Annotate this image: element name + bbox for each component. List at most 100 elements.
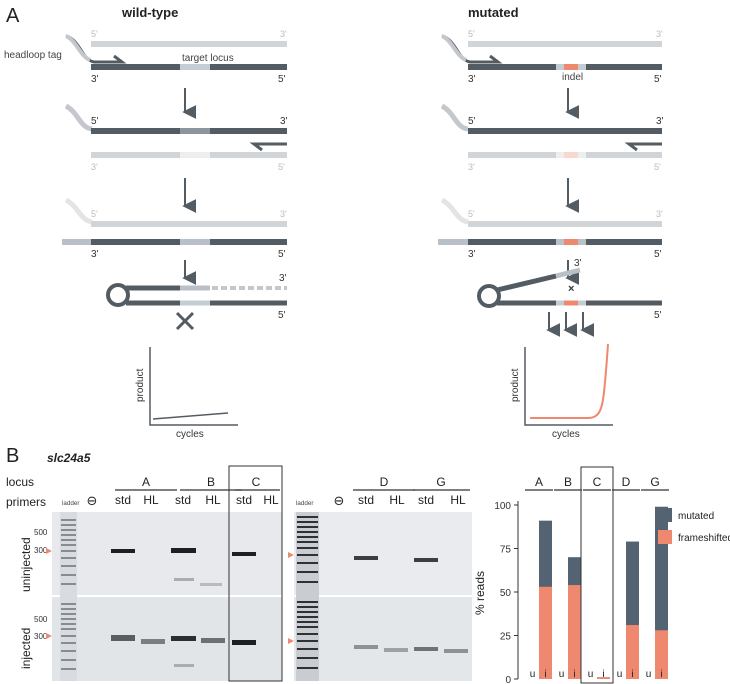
cross-icon: [175, 311, 195, 331]
primer-labels: ⊖ std HL std HL std HL ⊖ std HL std HL: [87, 493, 466, 508]
prime-label: 3': [91, 162, 98, 172]
y-axis-label: % reads: [473, 571, 487, 615]
prime-label: 3': [468, 74, 476, 85]
prime-label: 3': [280, 209, 287, 219]
wild-type-title: wild-type: [121, 5, 178, 20]
ladder-label: ladder: [62, 500, 80, 507]
band: [111, 635, 135, 641]
gel-bands: [354, 556, 468, 653]
row-label-locus: locus: [6, 475, 34, 489]
band: [171, 548, 196, 553]
prime-label: 5': [91, 116, 99, 127]
category-label: C: [593, 475, 602, 489]
ladder-bands: [297, 516, 318, 669]
band: [200, 583, 222, 586]
band: [384, 648, 408, 652]
prime-label: 5': [278, 249, 286, 260]
bp-500-label: 500: [34, 528, 48, 537]
prime-label: 3': [574, 258, 582, 269]
prime-label: 5': [468, 29, 475, 39]
subcategory-label: i: [544, 669, 546, 680]
primer-std: std: [175, 493, 191, 507]
legend-swatch-frameshifted: [658, 530, 672, 544]
y-tick-label: 25: [500, 632, 512, 643]
band: [232, 552, 256, 556]
primer-std: std: [418, 493, 434, 507]
subcategory-label: i: [573, 669, 575, 680]
target-locus-label: target locus: [182, 53, 234, 64]
subcategory-label: u: [559, 669, 565, 680]
primer-std: std: [115, 493, 131, 507]
y-tick-label: 75: [500, 545, 512, 556]
bp-300-label: 300: [34, 546, 48, 555]
indel-label: indel: [562, 72, 583, 83]
wt-step-1: headloop tag 5' 3' target locus 3' 5': [4, 29, 287, 85]
legend-label-frameshifted: frameshifted: [678, 533, 730, 544]
prime-label: 3': [280, 116, 288, 127]
prime-label: 5': [654, 249, 662, 260]
row-label-primers: primers: [6, 495, 46, 509]
graph-x-label: cycles: [552, 429, 580, 440]
prime-label: 5': [468, 209, 475, 219]
locus-c-highlight: [228, 465, 283, 682]
bp-500-label: 500: [34, 615, 48, 624]
gene-name: slc24a5: [47, 451, 91, 465]
legend-label-mutated: mutated: [678, 511, 714, 522]
primer-hl: HL: [389, 493, 405, 507]
locus-label: D: [380, 475, 389, 489]
marker-triangle: [288, 552, 294, 558]
band: [171, 636, 196, 641]
gel-left: [52, 512, 282, 681]
prime-label: 3': [91, 74, 99, 85]
subcategory-label: u: [646, 669, 652, 680]
prime-label: 3': [280, 29, 287, 39]
band: [232, 640, 256, 645]
prime-label: 5': [468, 116, 476, 127]
band: [354, 645, 378, 649]
mut-step-2: 5' 3' 3' 5': [440, 103, 664, 172]
prime-label: 5': [278, 162, 285, 172]
panel-b-letter: B: [6, 445, 19, 467]
bar-frameshifted: [655, 630, 668, 679]
band: [111, 549, 135, 553]
negative-control-symbol: ⊖: [87, 493, 98, 508]
wt-product-graph: product cycles: [135, 347, 238, 440]
band: [174, 664, 194, 667]
prime-label: 5': [654, 310, 662, 321]
subcategory-label: u: [617, 669, 623, 680]
primer-hl: HL: [143, 493, 159, 507]
bar-frameshifted: [597, 677, 610, 679]
highlight-box: [580, 466, 614, 684]
locus-label: G: [436, 475, 445, 489]
category-label: A: [535, 475, 543, 489]
prime-label: 3': [468, 162, 475, 172]
ladder-label: ladder: [296, 500, 314, 507]
primer-hl: HL: [450, 493, 466, 507]
primer-hl: HL: [205, 493, 221, 507]
y-tick-label: 0: [505, 675, 511, 684]
mismatch-mark: ×: [568, 283, 574, 295]
ladder-lane: [60, 512, 77, 681]
marker-triangle: [46, 633, 52, 639]
marker-triangle: [288, 638, 294, 644]
subcategory-label: u: [530, 669, 536, 680]
bar-frameshifted: [626, 625, 639, 679]
graph-y-label: product: [510, 368, 521, 402]
y-tick-label: 50: [500, 588, 512, 599]
band: [174, 578, 194, 581]
wt-step-3: 5' 3' 3' 5': [62, 197, 287, 260]
prime-label: 3': [656, 29, 663, 39]
bp-300-label: 300: [34, 632, 48, 641]
graph-y-label: product: [135, 368, 146, 402]
chart-legend: mutated frameshifted: [658, 508, 730, 544]
graph-x-label: cycles: [176, 429, 204, 440]
row-uninjected: uninjected: [19, 537, 33, 592]
locus-headers: A B C D G: [115, 475, 470, 491]
band: [201, 638, 225, 643]
row-injected: injected: [19, 628, 33, 669]
gel-injected-left: [52, 597, 282, 681]
subcategory-label: u: [588, 669, 594, 680]
category-label: G: [650, 475, 659, 489]
subcategory-label: i: [631, 669, 633, 680]
gel-right: [294, 512, 472, 681]
